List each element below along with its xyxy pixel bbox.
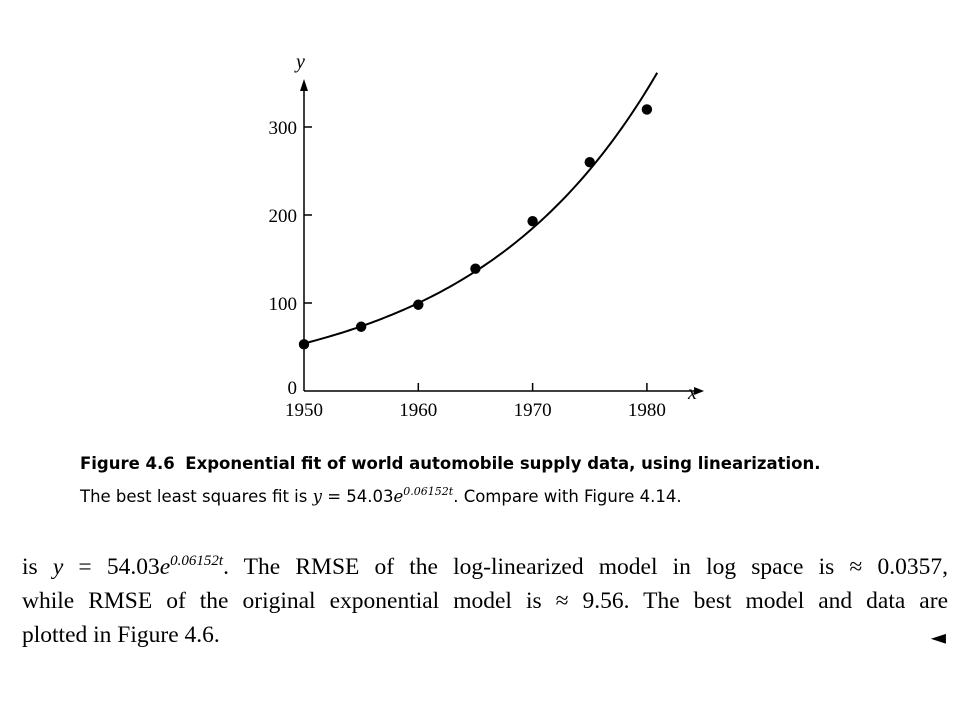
- body-line-3: plotted in Figure 4.6. ◄: [22, 618, 948, 652]
- x-axis-arrow-icon: [694, 387, 705, 395]
- figure-title: Exponential fit of world automobile supp…: [185, 454, 821, 473]
- x-tick-label: 1970: [514, 400, 552, 421]
- data-point: [298, 339, 310, 350]
- body-equals: = 54.03: [63, 554, 160, 580]
- fit-curve: [303, 72, 659, 345]
- y-tick-label: 100: [269, 294, 298, 315]
- caption-exponent: 0.06152t: [403, 485, 454, 498]
- body-e: e: [159, 554, 171, 580]
- body-line-2: while RMSE of the original exponential m…: [22, 588, 948, 614]
- body-exponent: 0.06152t: [170, 553, 224, 569]
- x-tick-label: 1980: [628, 400, 666, 421]
- y-tick-label: 300: [269, 118, 298, 139]
- exponential-fit-chart: 1950 1960 1970 1980 0 100 200 300 y x: [269, 51, 705, 421]
- figure-caption: Figure 4.6 Exponential fit of world auto…: [80, 450, 821, 511]
- data-point: [470, 263, 481, 274]
- caption-equals: = 54.03: [321, 487, 394, 506]
- data-point: [584, 157, 595, 168]
- data-points: [298, 104, 653, 350]
- x-tick-label: 1950: [285, 400, 323, 421]
- x-axis-label: x: [687, 382, 697, 404]
- end-of-example-icon: ◄: [930, 625, 946, 649]
- data-point: [641, 104, 653, 115]
- x-tick-label: 1960: [399, 400, 437, 421]
- y-axis-label: y: [294, 51, 305, 73]
- y-tick-label: 200: [269, 206, 298, 227]
- body-paragraph: is y = 54.03e0.06152t. The RMSE of the l…: [22, 544, 948, 652]
- y-tick-label: 0: [288, 378, 298, 399]
- caption-var-y: y: [312, 487, 322, 506]
- body-text-line3: plotted in Figure 4.6.: [22, 622, 220, 648]
- data-point: [527, 215, 538, 227]
- data-point: [413, 299, 424, 310]
- body-var-y: y: [52, 554, 64, 580]
- body-text-line1-end: . The RMSE of the log-linearized model i…: [223, 554, 948, 580]
- y-axis-arrow-icon: [300, 79, 308, 91]
- caption-line-1: Figure 4.6 Exponential fit of world auto…: [80, 450, 821, 478]
- body-text-start: is: [22, 554, 53, 580]
- figure-label: Figure 4.6: [80, 454, 175, 473]
- caption-line-2: The best least squares fit is y = 54.03e…: [80, 478, 821, 511]
- ticks: 1950 1960 1970 1980 0 100 200 300: [269, 118, 666, 421]
- caption-text: The best least squares fit is: [80, 487, 313, 506]
- body-line-1: is y = 54.03e0.06152t. The RMSE of the l…: [22, 544, 948, 584]
- caption-text-end: . Compare with Figure 4.14.: [453, 487, 682, 506]
- data-point: [355, 321, 367, 332]
- axes: [300, 79, 705, 395]
- caption-e: e: [393, 487, 404, 506]
